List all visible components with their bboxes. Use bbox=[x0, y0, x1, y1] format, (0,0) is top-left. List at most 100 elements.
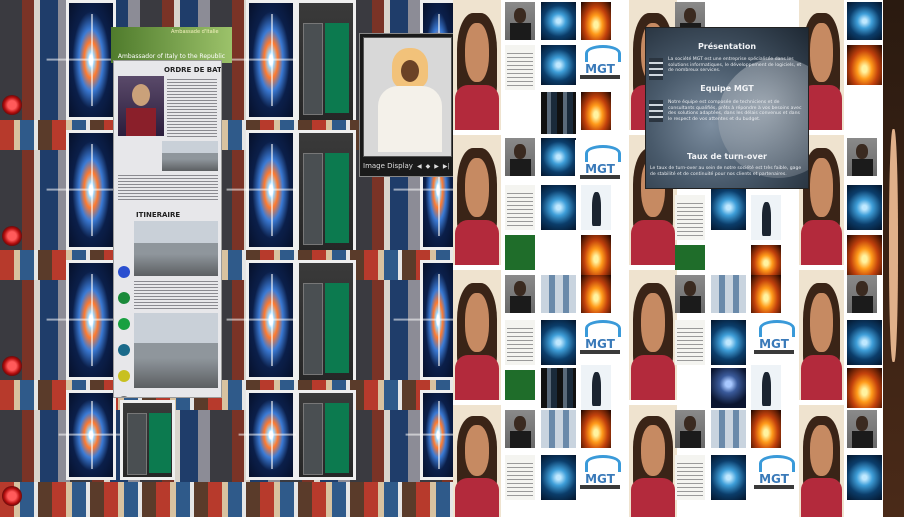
emblem-icon bbox=[118, 318, 130, 330]
portrait-tile bbox=[453, 270, 501, 400]
red-decoration bbox=[2, 95, 22, 115]
play-icon[interactable]: ▶ bbox=[434, 162, 439, 170]
promo-heading: Equipe MGT bbox=[700, 84, 754, 93]
promo-paragraph: Le taux de turn-over au sein de notre so… bbox=[650, 166, 802, 177]
screen-capture bbox=[296, 0, 356, 125]
document-tile bbox=[505, 45, 535, 90]
emblem-icon bbox=[118, 370, 130, 382]
burst-image bbox=[66, 390, 116, 480]
fire-tile bbox=[847, 235, 882, 275]
emblem-icon bbox=[118, 292, 130, 304]
video-player[interactable]: Image Display ◀ ◆ ▶ ▶| bbox=[359, 33, 453, 177]
street-photo bbox=[134, 313, 218, 388]
person-face bbox=[401, 60, 419, 82]
blue-burst-tile bbox=[541, 185, 576, 230]
next-icon[interactable]: ▶| bbox=[442, 162, 450, 170]
person-tile bbox=[847, 410, 877, 448]
fire-tile bbox=[751, 245, 781, 275]
blue-burst-tile bbox=[847, 185, 882, 230]
fire-tile bbox=[581, 235, 611, 275]
red-decoration bbox=[2, 226, 22, 246]
logo-tile: MGT bbox=[749, 450, 799, 495]
glow-tile bbox=[711, 368, 746, 408]
person-tile bbox=[505, 410, 535, 448]
thumbnail-tile bbox=[541, 275, 576, 313]
portrait-tile bbox=[799, 135, 844, 265]
video-frame bbox=[363, 37, 452, 157]
monument-photo bbox=[134, 221, 218, 276]
person-tile bbox=[675, 275, 705, 313]
blue-burst-tile bbox=[847, 2, 882, 40]
document-tile bbox=[505, 455, 535, 500]
blue-burst-tile bbox=[847, 455, 882, 500]
document-tile bbox=[675, 455, 705, 500]
person-tile bbox=[675, 410, 705, 448]
burst-image bbox=[66, 130, 116, 250]
red-decoration bbox=[2, 356, 22, 376]
blue-burst-tile bbox=[711, 185, 746, 230]
document-banner: Ambassade d'Italie Ambassador of Italy t… bbox=[111, 27, 232, 63]
document-panel: ORDRE DE BATAILLE ITINERAIRE bbox=[113, 60, 222, 398]
portrait-tile bbox=[799, 270, 844, 400]
portrait-tile bbox=[453, 405, 501, 517]
stop-icon[interactable]: ◆ bbox=[425, 162, 431, 170]
promo-thumbnail bbox=[649, 100, 663, 122]
thumbnail-tile bbox=[711, 410, 746, 448]
screen-capture bbox=[296, 260, 356, 385]
blue-burst-tile bbox=[541, 2, 576, 40]
blue-burst-tile bbox=[711, 455, 746, 500]
promo-paragraph: La société MGT est une entreprise spécia… bbox=[668, 57, 802, 73]
banner-title: Ambassador of Italy to the Republic bbox=[117, 53, 226, 60]
portrait-tile bbox=[453, 0, 501, 130]
fire-tile bbox=[581, 2, 611, 40]
burst-image bbox=[246, 390, 296, 480]
blue-burst-tile bbox=[541, 320, 576, 365]
moon-graphic bbox=[718, 58, 808, 178]
banner-subtitle: Ambassade d'Italie bbox=[171, 29, 219, 35]
fire-tile bbox=[751, 275, 781, 313]
silhouette-tile bbox=[581, 365, 611, 410]
red-decoration bbox=[2, 486, 22, 506]
video-control-bar: Image Display ◀ ◆ ▶ ▶| bbox=[360, 156, 453, 176]
portrait-tile bbox=[629, 405, 677, 517]
screen-capture bbox=[296, 130, 356, 255]
person-tile bbox=[847, 275, 877, 313]
burst-image bbox=[66, 260, 116, 380]
fire-tile bbox=[581, 92, 611, 130]
blue-burst-tile bbox=[541, 45, 576, 85]
portrait-image bbox=[118, 76, 164, 136]
blue-burst-tile bbox=[711, 320, 746, 365]
burst-image bbox=[246, 0, 296, 120]
fire-tile bbox=[847, 45, 882, 85]
promo-heading: Présentation bbox=[697, 42, 757, 51]
burst-image bbox=[420, 260, 453, 380]
section-title: ORDRE DE BATAILLE bbox=[164, 66, 222, 74]
blue-burst-tile bbox=[541, 138, 576, 176]
portrait-tile bbox=[799, 405, 844, 517]
logo-tile: MGT bbox=[575, 40, 625, 85]
person-tile bbox=[505, 138, 535, 176]
fire-tile bbox=[751, 410, 781, 448]
screen-capture bbox=[120, 400, 175, 480]
previous-icon[interactable]: ◀ bbox=[416, 162, 422, 170]
portrait-tile bbox=[453, 135, 501, 265]
document-tile bbox=[505, 320, 535, 365]
thumbnail-tile bbox=[541, 368, 576, 408]
person-tile bbox=[505, 275, 535, 313]
thumbnail-tile bbox=[541, 92, 576, 134]
burst-image bbox=[246, 130, 296, 250]
burst-image bbox=[420, 390, 453, 480]
green-tile bbox=[505, 370, 535, 400]
green-tile bbox=[505, 235, 535, 270]
person-garment bbox=[378, 86, 442, 152]
thumbnail-tile bbox=[541, 410, 576, 448]
video-label: Image Display bbox=[363, 162, 413, 170]
burst-image bbox=[66, 0, 116, 120]
logo-tile: MGT bbox=[575, 140, 625, 185]
fire-tile bbox=[581, 410, 611, 448]
blue-burst-tile bbox=[847, 320, 882, 365]
logo-tile: MGT bbox=[575, 315, 625, 360]
emblem-icon bbox=[118, 344, 130, 356]
promo-heading: Taux de turn-over bbox=[687, 152, 767, 161]
left-collage: Ambassade d'Italie Ambassador of Italy t… bbox=[0, 0, 453, 517]
